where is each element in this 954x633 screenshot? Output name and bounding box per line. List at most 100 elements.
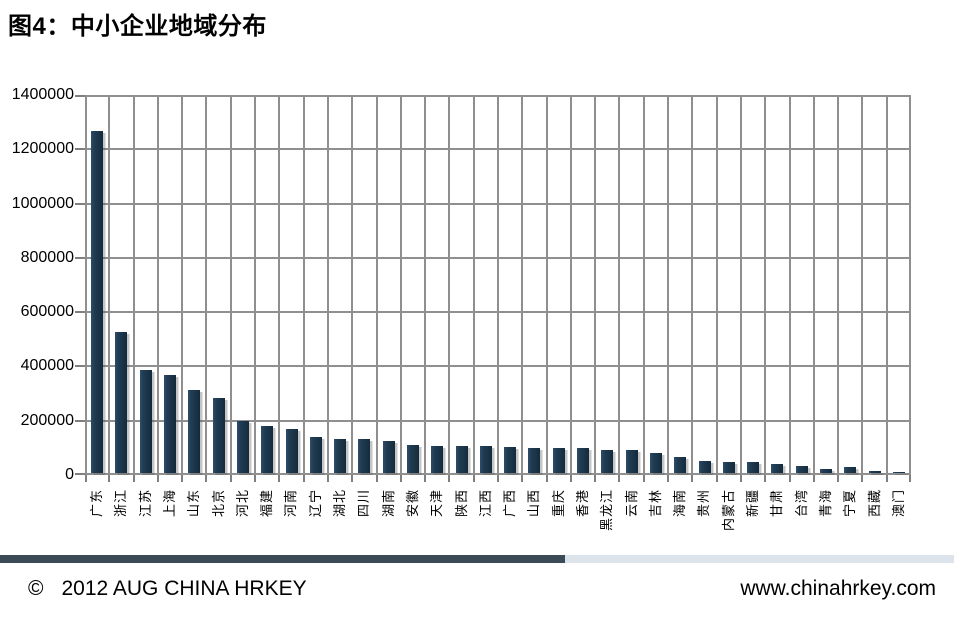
- y-axis-tick: [75, 257, 85, 259]
- x-axis-label-cell: 澳门: [887, 487, 911, 565]
- bar: [334, 438, 346, 473]
- x-axis-label: 山东: [186, 489, 202, 518]
- x-axis-tick: [278, 475, 280, 482]
- x-axis-label: 浙江: [113, 489, 129, 518]
- x-axis-label-cell: 上海: [158, 487, 182, 565]
- x-axis-tick: [813, 475, 815, 482]
- bar: [796, 466, 808, 473]
- gridline-vertical: [546, 95, 548, 475]
- x-axis-tick: [691, 475, 693, 482]
- y-axis-label: 0: [65, 466, 74, 483]
- gridline-vertical: [133, 95, 135, 475]
- x-axis-label: 上海: [162, 489, 178, 518]
- x-axis-label-cell: 广东: [85, 487, 109, 565]
- gridline-vertical: [327, 95, 329, 475]
- x-axis-label-cell: 台湾: [790, 487, 814, 565]
- x-axis-label-cell: 宁夏: [838, 487, 862, 565]
- gridline-vertical: [303, 95, 305, 475]
- y-axis-tick: [75, 420, 85, 422]
- bar: [407, 444, 419, 473]
- bar: [504, 447, 516, 473]
- x-axis-tick: [424, 475, 426, 482]
- x-axis-tick: [376, 475, 378, 482]
- x-axis-label-cell: 天津: [425, 487, 449, 565]
- x-axis-label-cell: 福建: [255, 487, 279, 565]
- x-axis-label: 贵州: [696, 489, 712, 518]
- x-axis-tick: [133, 475, 135, 482]
- bar: [286, 429, 298, 473]
- x-axis-label: 新疆: [745, 489, 761, 518]
- y-axis-label: 1200000: [11, 140, 74, 157]
- bar: [358, 439, 370, 473]
- x-axis-label: 黑龙江: [599, 489, 615, 532]
- x-axis-label: 河南: [283, 489, 299, 518]
- x-axis-label-cell: 辽宁: [304, 487, 328, 565]
- x-axis-tick: [764, 475, 766, 482]
- x-axis-label-cell: 陕西: [449, 487, 473, 565]
- bar: [820, 468, 832, 473]
- x-axis-label: 湖北: [332, 489, 348, 518]
- x-axis-label: 甘肃: [769, 489, 785, 518]
- x-axis-label-cell: 浙江: [109, 487, 133, 565]
- x-axis-label: 北京: [210, 489, 226, 518]
- gridline-vertical: [497, 95, 499, 475]
- x-axis-label: 云南: [623, 489, 639, 518]
- x-axis-label-cell: 西藏: [862, 487, 886, 565]
- x-axis-tick: [85, 475, 87, 482]
- x-axis-label: 陕西: [453, 489, 469, 518]
- y-axis-label: 1400000: [11, 86, 74, 103]
- website-url: www.chinahrkey.com: [740, 577, 936, 600]
- copyright-icon: ©: [28, 577, 44, 600]
- bar: [213, 398, 225, 473]
- chart-title: 图4：中小企业地域分布: [8, 13, 267, 40]
- gridline-vertical: [691, 95, 693, 475]
- x-axis-label-cell: 四川: [352, 487, 376, 565]
- x-axis-tick: [594, 475, 596, 482]
- bar: [188, 390, 200, 473]
- y-axis-tick: [75, 311, 85, 313]
- x-axis-tick: [303, 475, 305, 482]
- x-axis-label: 香港: [575, 489, 591, 518]
- x-axis-tick: [789, 475, 791, 482]
- bar: [869, 471, 881, 473]
- x-axis-label: 河北: [234, 489, 250, 518]
- x-axis-label: 内蒙古: [720, 489, 736, 532]
- x-axis-label: 吉林: [647, 489, 663, 518]
- x-axis-label: 西藏: [866, 489, 882, 518]
- x-axis-tick: [740, 475, 742, 482]
- x-axis-label-cell: 广西: [498, 487, 522, 565]
- x-axis-tick: [521, 475, 523, 482]
- x-axis-label: 澳门: [890, 489, 906, 518]
- y-axis-tick: [75, 365, 85, 367]
- x-axis-label: 江西: [477, 489, 493, 518]
- footer: © 2012 AUG CHINA HRKEY www.chinahrkey.com: [0, 577, 954, 605]
- x-axis-label: 福建: [259, 489, 275, 518]
- x-axis-tick: [886, 475, 888, 482]
- x-axis-tick: [448, 475, 450, 482]
- bar: [553, 448, 565, 473]
- gridline-vertical: [716, 95, 718, 475]
- x-axis-label-cell: 重庆: [547, 487, 571, 565]
- bar: [310, 436, 322, 473]
- gridline-vertical: [400, 95, 402, 475]
- x-axis-label-cell: 安徽: [401, 487, 425, 565]
- x-axis-label-cell: 湖北: [328, 487, 352, 565]
- x-axis-tick: [909, 475, 911, 482]
- gridline-vertical: [376, 95, 378, 475]
- x-axis-label-cell: 贵州: [692, 487, 716, 565]
- y-axis-label: 200000: [20, 412, 74, 429]
- y-axis-tick: [75, 473, 85, 475]
- x-axis-tick: [230, 475, 232, 482]
- x-axis-label-cell: 香港: [571, 487, 595, 565]
- y-axis-tick: [75, 203, 85, 205]
- x-axis-label: 广东: [89, 489, 105, 518]
- gridline-vertical: [424, 95, 426, 475]
- gridline-vertical: [157, 95, 159, 475]
- x-axis-label: 台湾: [793, 489, 809, 518]
- bar: [431, 445, 443, 473]
- bar: [140, 369, 152, 473]
- bar: [164, 375, 176, 473]
- y-axis-tick: [75, 95, 85, 97]
- x-axis-tick: [643, 475, 645, 482]
- bar: [747, 461, 759, 473]
